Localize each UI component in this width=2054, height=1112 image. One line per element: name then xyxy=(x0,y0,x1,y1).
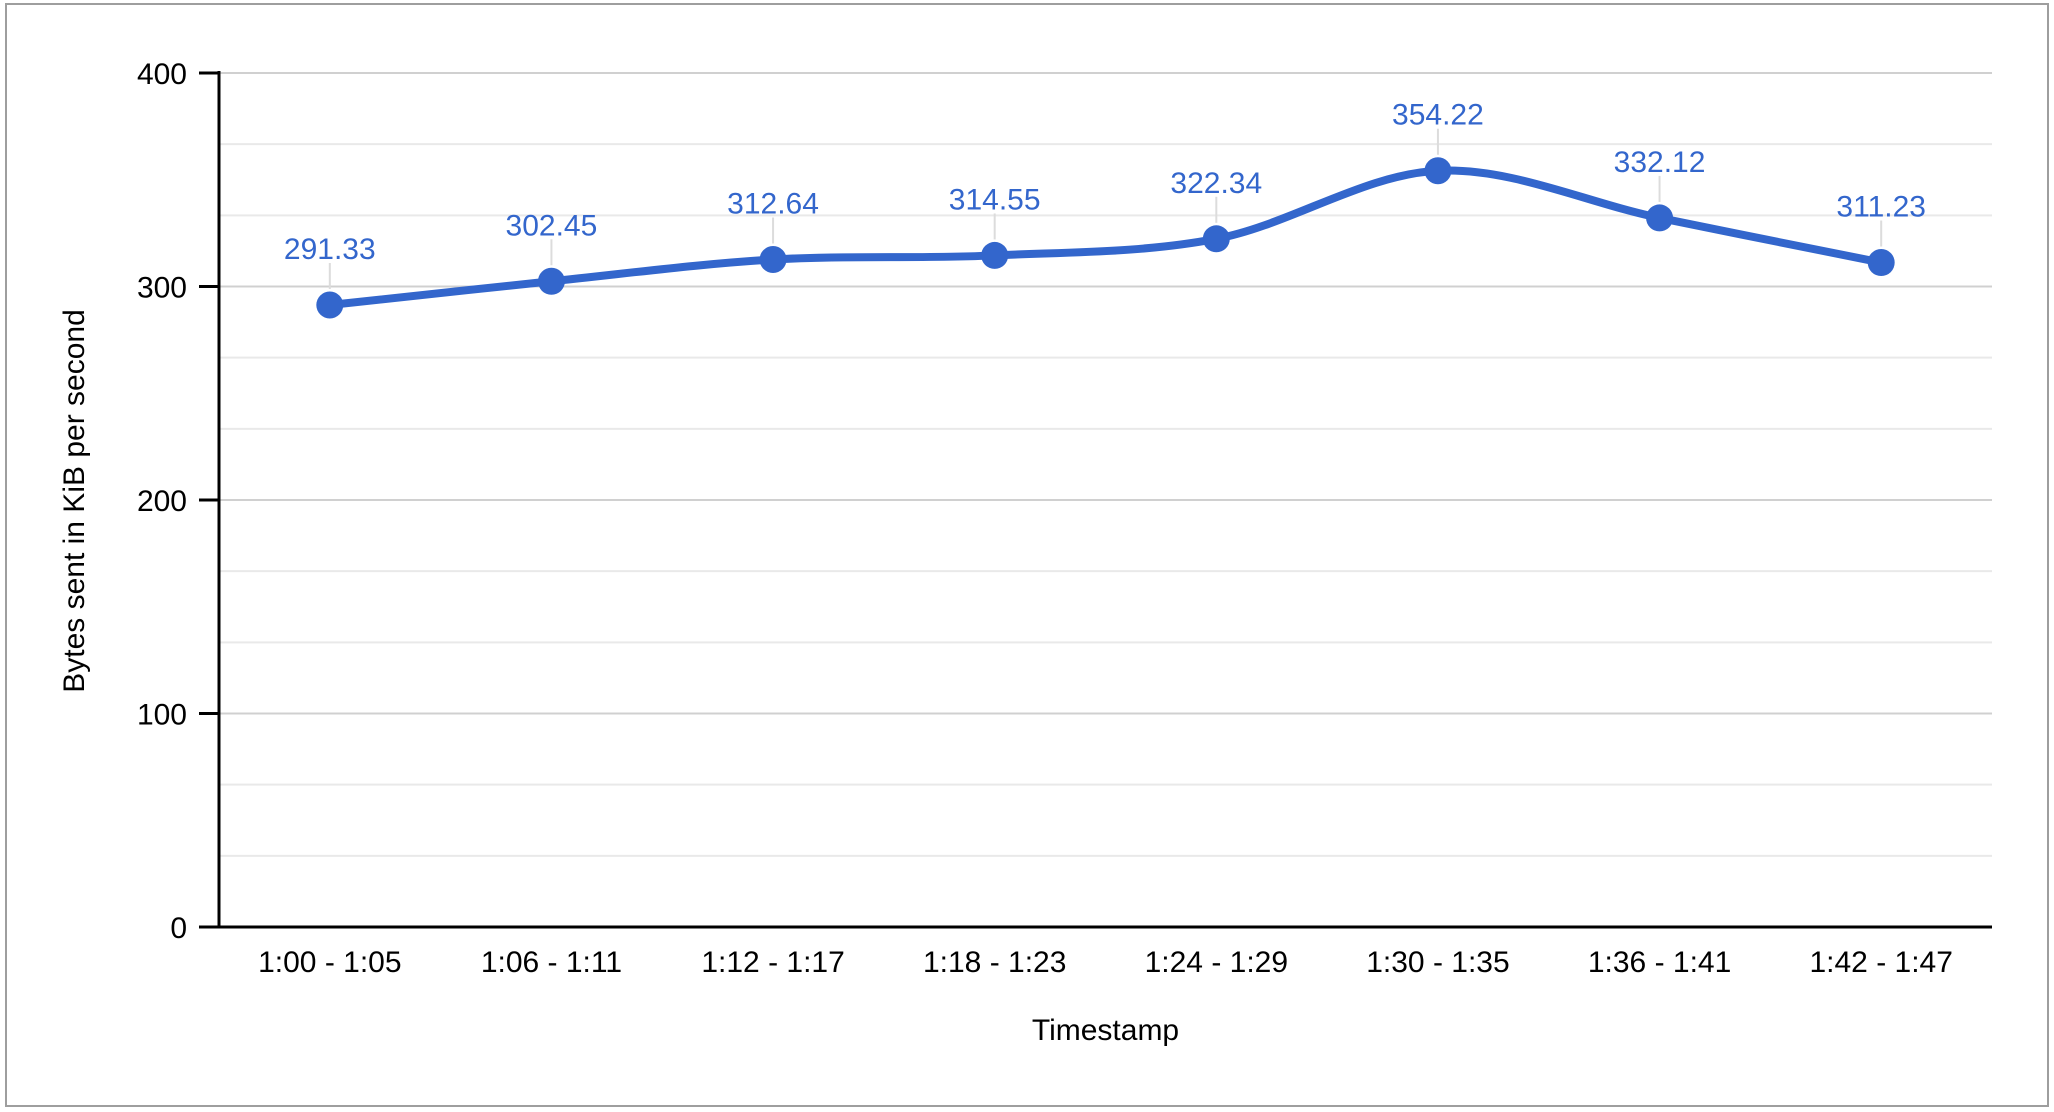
data-point-label: 311.23 xyxy=(1836,191,1926,224)
x-tick-label: 1:24 - 1:29 xyxy=(1145,946,1288,979)
data-point-label: 314.55 xyxy=(949,183,1041,216)
y-tick-label: 400 xyxy=(137,58,187,91)
y-tick-label: 300 xyxy=(137,272,187,305)
data-point[interactable] xyxy=(1424,157,1452,185)
x-tick-label: 1:12 - 1:17 xyxy=(701,946,844,979)
y-axis-title: Bytes sent in KiB per second xyxy=(58,309,91,693)
y-tick-label: 200 xyxy=(137,485,187,518)
data-point[interactable] xyxy=(759,246,787,274)
data-point-label: 322.34 xyxy=(1170,167,1262,200)
data-point[interactable] xyxy=(1202,225,1230,253)
data-point[interactable] xyxy=(537,267,565,295)
x-tick-label: 1:36 - 1:41 xyxy=(1588,946,1731,979)
data-point[interactable] xyxy=(1646,204,1674,232)
x-axis-title: Timestamp xyxy=(1031,1014,1180,1047)
series-line xyxy=(325,166,1886,310)
data-point[interactable] xyxy=(1867,249,1895,277)
x-tick-label: 1:00 - 1:05 xyxy=(258,946,401,979)
x-tick-label: 1:42 - 1:47 xyxy=(1809,946,1952,979)
data-point-label: 302.45 xyxy=(506,209,598,242)
data-point[interactable] xyxy=(981,241,1009,269)
x-tick-label: 1:30 - 1:35 xyxy=(1366,946,1509,979)
data-point[interactable] xyxy=(316,291,344,319)
x-tick-label: 1:18 - 1:23 xyxy=(923,946,1066,979)
data-point-label: 332.12 xyxy=(1614,146,1706,179)
y-tick-label: 0 xyxy=(170,912,187,945)
data-point-label: 291.33 xyxy=(284,233,376,266)
data-point-label: 354.22 xyxy=(1392,99,1484,132)
x-tick-label: 1:06 - 1:11 xyxy=(481,946,622,979)
data-point-label: 312.64 xyxy=(727,188,819,221)
y-tick-label: 100 xyxy=(137,699,187,732)
